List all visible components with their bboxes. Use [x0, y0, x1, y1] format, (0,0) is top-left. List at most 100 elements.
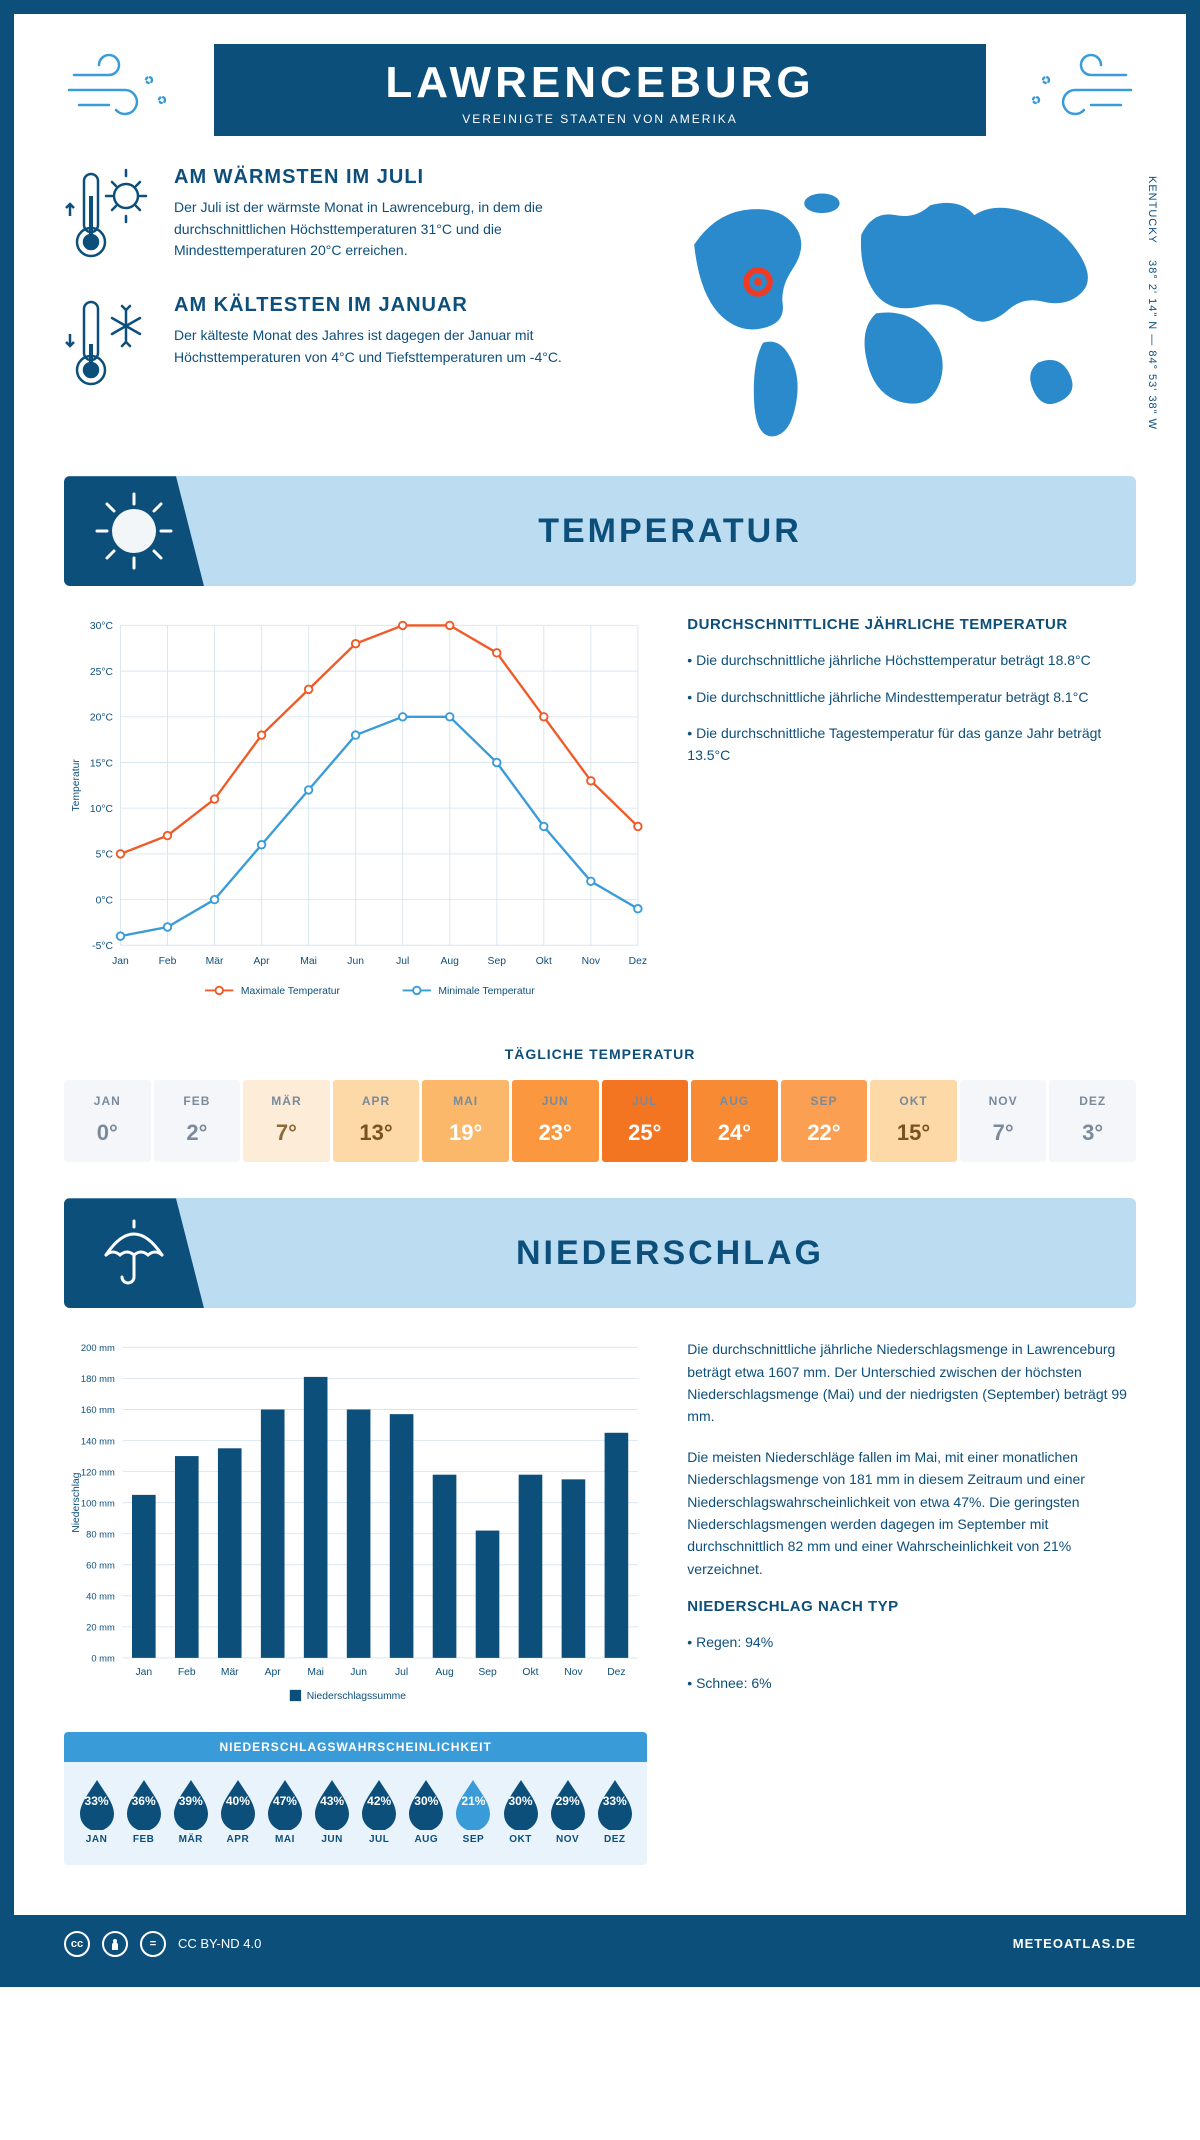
svg-text:120 mm: 120 mm [81, 1467, 115, 1478]
intro-row: AM WÄRMSTEN IM JULI Der Juli ist der wär… [64, 166, 1136, 446]
precip-prob-drop: 39%MÄR [168, 1776, 213, 1845]
svg-text:Niederschlag: Niederschlag [71, 1473, 82, 1534]
svg-text:Nov: Nov [564, 1667, 583, 1678]
svg-text:200 mm: 200 mm [81, 1342, 115, 1353]
svg-text:Apr: Apr [265, 1667, 282, 1678]
license-text: CC BY-ND 4.0 [178, 1936, 261, 1951]
daily-temp-title: TÄGLICHE TEMPERATUR [64, 1046, 1136, 1062]
svg-text:Nov: Nov [582, 956, 601, 967]
svg-text:Mär: Mär [206, 956, 224, 967]
prob-title: NIEDERSCHLAGSWAHRSCHEINLICHKEIT [64, 1732, 647, 1762]
svg-text:-5°C: -5°C [92, 941, 113, 952]
svg-text:Jan: Jan [112, 956, 129, 967]
svg-text:Feb: Feb [178, 1667, 196, 1678]
daily-temp-cell: APR13° [333, 1080, 420, 1162]
title-banner: LAWRENCEBURG VEREINIGTE STAATEN VON AMER… [214, 44, 986, 136]
svg-text:0°C: 0°C [96, 896, 114, 907]
svg-text:60 mm: 60 mm [86, 1560, 115, 1571]
warm-fact: AM WÄRMSTEN IM JULI Der Juli ist der wär… [64, 166, 605, 266]
cold-text: Der kälteste Monat des Jahres ist dagege… [174, 325, 605, 368]
svg-text:Apr: Apr [254, 956, 271, 967]
svg-text:Niederschlagssumme: Niederschlagssumme [307, 1692, 407, 1703]
precip-prob-drop: 29%NOV [545, 1776, 590, 1845]
temp-info-title: DURCHSCHNITTLICHE JÄHRLICHE TEMPERATUR [687, 616, 1136, 633]
by-icon [102, 1931, 128, 1957]
precip-heading: NIEDERSCHLAG [204, 1234, 1136, 1273]
cold-title: AM KÄLTESTEN IM JANUAR [174, 294, 605, 317]
svg-text:Jun: Jun [347, 956, 364, 967]
daily-temp-cell: JUN23° [512, 1080, 599, 1162]
daily-temp-cell: OKT15° [870, 1080, 957, 1162]
svg-text:180 mm: 180 mm [81, 1374, 115, 1385]
page-footer: cc = CC BY-ND 4.0 METEOATLAS.DE [14, 1915, 1186, 1973]
climate-facts: AM WÄRMSTEN IM JULI Der Juli ist der wär… [64, 166, 605, 446]
site-brand: METEOATLAS.DE [1013, 1936, 1136, 1951]
svg-text:140 mm: 140 mm [81, 1436, 115, 1447]
svg-text:Maximale Temperatur: Maximale Temperatur [241, 986, 341, 997]
temp-info-line: • Die durchschnittliche jährliche Mindes… [687, 686, 1136, 708]
daily-temp-cell: FEB2° [154, 1080, 241, 1162]
thermometer-snow-icon [64, 294, 154, 394]
precip-prob-drop: 30%OKT [498, 1776, 543, 1845]
svg-text:Jul: Jul [396, 956, 409, 967]
temperature-info: DURCHSCHNITTLICHE JÄHRLICHE TEMPERATUR •… [687, 616, 1136, 1016]
country-subtitle: VEREINIGTE STAATEN VON AMERIKA [234, 112, 966, 126]
wind-icon [1016, 50, 1136, 130]
svg-text:Mär: Mär [221, 1667, 239, 1678]
daily-temp-cell: MAI19° [422, 1080, 509, 1162]
svg-text:160 mm: 160 mm [81, 1405, 115, 1416]
precip-probability-panel: NIEDERSCHLAGSWAHRSCHEINLICHKEIT 33%JAN36… [64, 1732, 647, 1865]
svg-text:40 mm: 40 mm [86, 1591, 115, 1602]
precip-prob-drop: 33%JAN [74, 1776, 119, 1845]
svg-text:Aug: Aug [441, 956, 460, 967]
svg-text:20 mm: 20 mm [86, 1622, 115, 1633]
svg-text:0 mm: 0 mm [91, 1653, 115, 1664]
warm-text: Der Juli ist der wärmste Monat in Lawren… [174, 197, 605, 262]
precip-type-line: • Schnee: 6% [687, 1672, 1136, 1694]
precip-info: Die durchschnittliche jährliche Niedersc… [687, 1338, 1136, 1864]
svg-text:Minimale Temperatur: Minimale Temperatur [438, 986, 535, 997]
coordinates: KENTUCKY 38° 2' 14" N — 84° 53' 38" W [1146, 176, 1158, 430]
svg-text:Aug: Aug [435, 1667, 454, 1678]
thermometer-sun-icon [64, 166, 154, 266]
cc-icon: cc [64, 1931, 90, 1957]
precip-type-line: • Regen: 94% [687, 1631, 1136, 1653]
city-title: LAWRENCEBURG [234, 58, 966, 108]
precip-prob-drop: 30%AUG [404, 1776, 449, 1845]
nd-icon: = [140, 1931, 166, 1957]
svg-text:Sep: Sep [488, 956, 507, 967]
svg-text:5°C: 5°C [96, 850, 114, 861]
precip-prob-drop: 36%FEB [121, 1776, 166, 1845]
precip-prob-drop: 47%MAI [262, 1776, 307, 1845]
svg-text:Jan: Jan [135, 1667, 152, 1678]
svg-text:Dez: Dez [607, 1667, 625, 1678]
precip-bar-chart: 0 mm20 mm40 mm60 mm80 mm100 mm120 mm140 … [64, 1338, 647, 1719]
svg-text:Okt: Okt [522, 1667, 538, 1678]
precip-para: Die durchschnittliche jährliche Niedersc… [687, 1338, 1136, 1428]
precip-type-title: NIEDERSCHLAG NACH TYP [687, 1598, 1136, 1615]
precip-prob-drop: 43%JUN [310, 1776, 355, 1845]
svg-text:Jul: Jul [395, 1667, 408, 1678]
daily-temp-cell: SEP22° [781, 1080, 868, 1162]
temperature-section-header: TEMPERATUR [64, 476, 1136, 586]
svg-text:Sep: Sep [478, 1667, 497, 1678]
temperature-line-chart: -5°C0°C5°C10°C15°C20°C25°C30°CJanFebMärA… [64, 616, 647, 1016]
page-header: LAWRENCEBURG VEREINIGTE STAATEN VON AMER… [64, 44, 1136, 136]
svg-text:15°C: 15°C [90, 758, 114, 769]
world-map: KENTUCKY 38° 2' 14" N — 84° 53' 38" W [645, 166, 1136, 446]
daily-temp-cell: JAN0° [64, 1080, 151, 1162]
cold-fact: AM KÄLTESTEN IM JANUAR Der kälteste Mona… [64, 294, 605, 394]
daily-temp-cell: JUL25° [602, 1080, 689, 1162]
svg-text:Dez: Dez [629, 956, 647, 967]
precip-prob-drop: 40%APR [215, 1776, 260, 1845]
daily-temp-cell: NOV7° [960, 1080, 1047, 1162]
warm-title: AM WÄRMSTEN IM JULI [174, 166, 605, 189]
daily-temp-cell: AUG24° [691, 1080, 778, 1162]
svg-text:Feb: Feb [159, 956, 177, 967]
svg-text:Jun: Jun [350, 1667, 367, 1678]
svg-text:10°C: 10°C [90, 804, 114, 815]
temp-info-line: • Die durchschnittliche Tagestemperatur … [687, 722, 1136, 767]
precip-prob-drop: 42%JUL [357, 1776, 402, 1845]
svg-text:20°C: 20°C [90, 713, 114, 724]
precip-section-header: NIEDERSCHLAG [64, 1198, 1136, 1308]
